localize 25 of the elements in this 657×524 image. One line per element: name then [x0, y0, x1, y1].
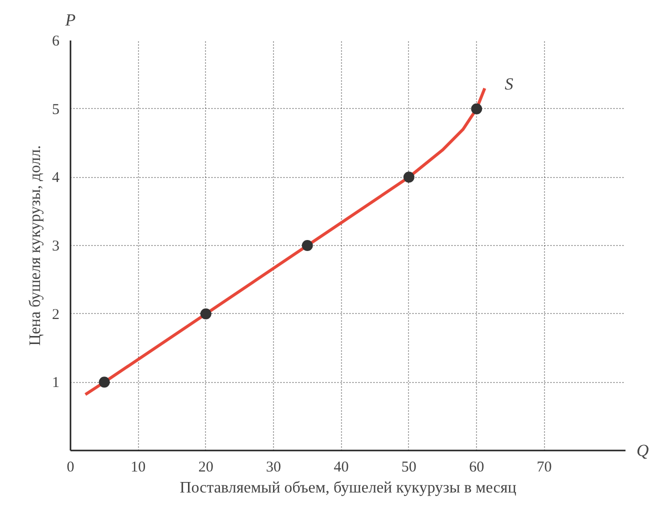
- y-axis-title: Цена бушеля кукурузы, долл.: [27, 145, 44, 346]
- point: [200, 308, 212, 320]
- x-axis-title: Поставляемый объем, бушелей кукурузы в месяц: [180, 480, 517, 496]
- annotation: S: [504, 74, 514, 94]
- text: Q: [636, 441, 649, 460]
- y-tick-label: 4: [52, 170, 60, 186]
- point: [98, 376, 110, 388]
- line-series: [84, 86, 486, 396]
- y-tick-label: 5: [52, 102, 60, 118]
- x-tick-label: 10: [130, 460, 146, 476]
- x-tick-label: 50: [401, 460, 416, 476]
- x-tick-label: 30: [266, 460, 282, 476]
- point: [302, 240, 313, 251]
- x-tick-label: 0: [66, 460, 74, 476]
- y-tick-label: 1: [52, 375, 60, 392]
- text: P: [64, 10, 76, 30]
- x-tick-label: 40: [334, 460, 349, 476]
- y-tick-label: 3: [52, 238, 60, 254]
- x-tick-label: 20: [198, 460, 214, 476]
- x-tick-label: 60: [469, 460, 484, 476]
- x-tick-label: 70: [536, 460, 552, 476]
- y-tick-label: 6: [52, 34, 60, 50]
- point: [471, 103, 482, 114]
- y-tick-label: 2: [52, 306, 60, 323]
- point: [403, 172, 414, 183]
